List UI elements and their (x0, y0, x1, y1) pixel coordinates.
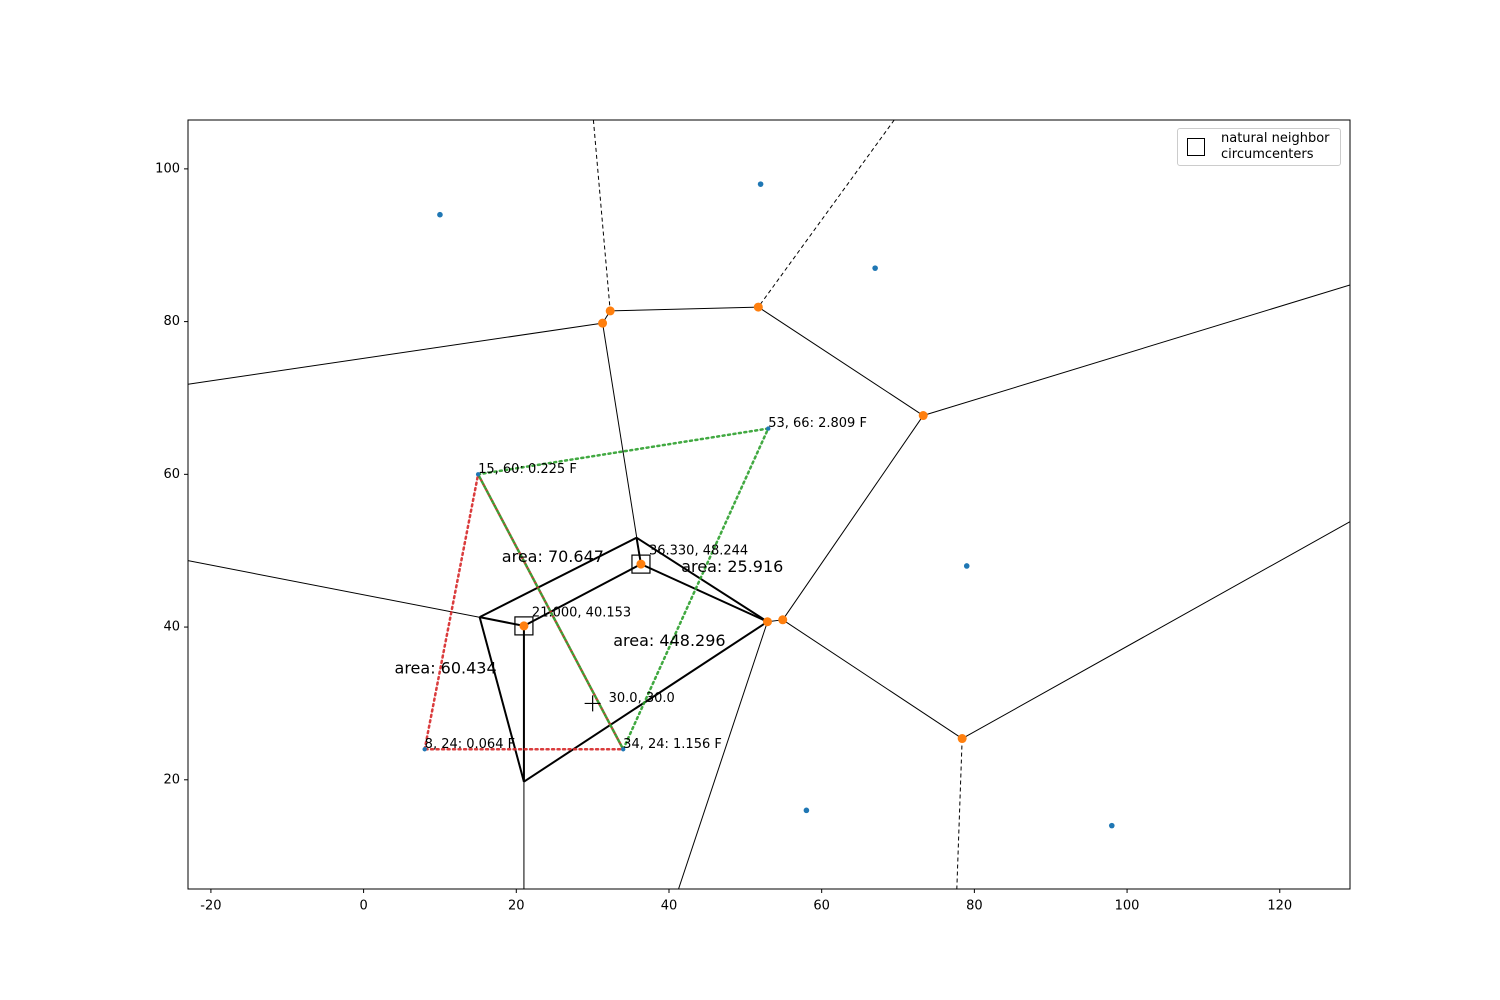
triangle (423, 470, 626, 751)
circumcenter (519, 621, 529, 631)
y-tick-label: 60 (163, 467, 180, 482)
voronoi-edge (678, 621, 768, 889)
area-edge (640, 563, 768, 623)
x-tick-label: 120 (1267, 899, 1292, 914)
plot-area (188, 120, 1350, 889)
area-edge (523, 620, 769, 783)
point (1108, 822, 1115, 829)
circumcenter (598, 318, 608, 328)
voronoi-edge (602, 323, 642, 565)
circumcenter (778, 615, 788, 625)
point-label: 15, 60: 0.225 F (478, 462, 577, 477)
labeled-point (620, 747, 626, 752)
axes-frame (187, 119, 1351, 890)
voronoi-edge (961, 521, 1350, 739)
point-label: 8, 24: 0.064 F (425, 737, 515, 752)
voronoi-edge (758, 306, 924, 416)
x-tick-label: 0 (359, 899, 367, 914)
area-label: area: 60.434 (395, 659, 497, 678)
voronoi-edge (923, 284, 1350, 417)
area-edge (479, 616, 525, 627)
natural-neighbor-square (514, 616, 534, 636)
voronoi-edge (188, 560, 525, 627)
interpolation-label: 30.0, 30.0 (609, 691, 675, 706)
x-tick-label: 80 (966, 899, 983, 914)
voronoi-edge-dashed (757, 120, 895, 308)
x-tick-label: 20 (508, 899, 525, 914)
x-tick-label: 60 (813, 899, 830, 914)
circumcenter (636, 559, 646, 569)
circumcenter (605, 306, 615, 316)
y-tick-label: 100 (155, 161, 180, 176)
point (803, 807, 810, 814)
labeled-point (766, 426, 771, 431)
y-tick-label: 40 (163, 620, 180, 635)
voronoi-edge (782, 415, 924, 621)
y-tick-label: 20 (163, 772, 180, 787)
area-label: area: 448.296 (613, 631, 725, 650)
point (757, 181, 764, 187)
x-tick-label: 100 (1115, 899, 1140, 914)
area-edge (478, 616, 525, 782)
voronoi-edge (188, 322, 603, 385)
voronoi-edge (782, 619, 963, 739)
legend-marker (1187, 138, 1205, 156)
voronoi-edge-dashed (592, 120, 611, 311)
voronoi-edge-dashed (956, 738, 963, 889)
circumcenter-label: 36.330, 48.244 (649, 544, 748, 559)
natural-neighbor-square (631, 554, 651, 574)
circumcenter (762, 617, 772, 627)
legend-label: natural neighbor circumcenters (1221, 131, 1330, 162)
voronoi-edge (610, 306, 759, 312)
labeled-point (422, 747, 427, 752)
x-tick-label: 40 (661, 899, 678, 914)
point (963, 563, 970, 569)
circumcenter-label: 21.000, 40.153 (532, 605, 631, 620)
circumcenter (957, 734, 967, 744)
area-edge (635, 536, 769, 623)
point (872, 265, 878, 271)
point-label: 53, 66: 2.809 F (768, 416, 867, 431)
point-label: 34, 24: 1.156 F (623, 737, 722, 752)
circumcenter (918, 411, 928, 421)
area-edge (479, 536, 637, 619)
labeled-point (475, 472, 481, 477)
y-tick-label: 80 (163, 314, 180, 329)
x-tick-label: -20 (200, 899, 221, 914)
area-edge (523, 563, 642, 627)
interpolation-point (584, 695, 601, 712)
legend: natural neighbor circumcenters (1177, 128, 1341, 166)
point (437, 211, 443, 218)
area-label: area: 70.647 (502, 547, 604, 566)
area-label: area: 25.916 (681, 557, 783, 576)
triangle (476, 426, 771, 753)
circumcenter (753, 302, 763, 312)
